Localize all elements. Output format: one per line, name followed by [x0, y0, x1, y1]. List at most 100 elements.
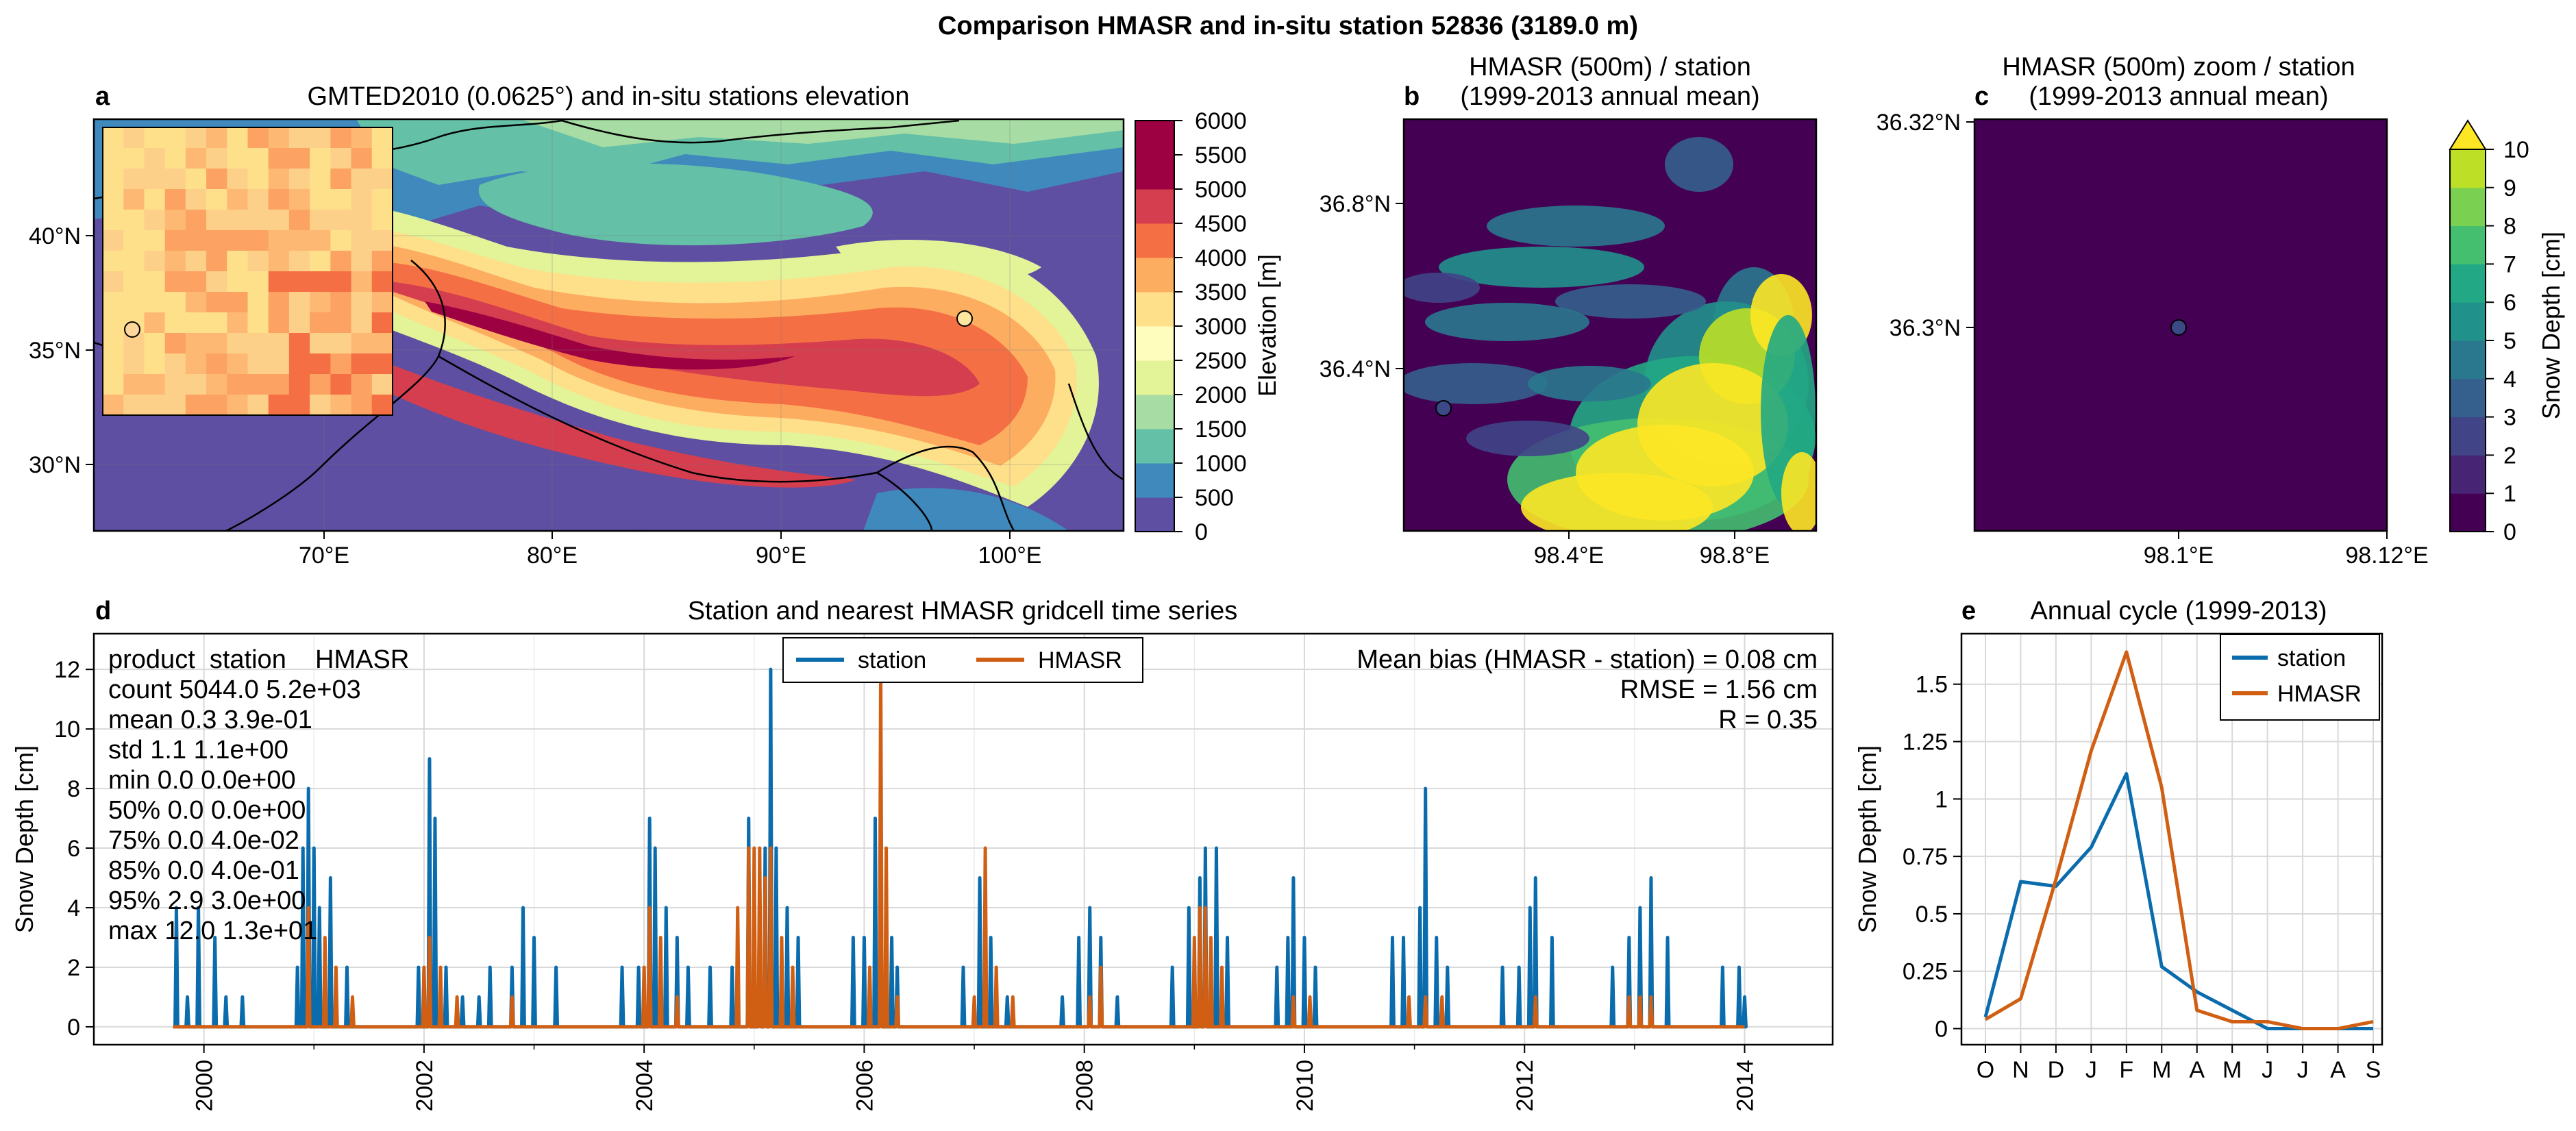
panel-c-map: c HMASR (500m) zoom / station (1999-2013…: [1877, 53, 2429, 569]
panel-b-title-line1: HMASR (500m) / station: [1469, 53, 1751, 82]
stats-row: 75% 0.0 4.0e-02: [108, 826, 299, 855]
lon-tick-label: 98.12°E: [2345, 543, 2428, 569]
lon-tick-label: 98.8°E: [1700, 543, 1770, 569]
stats-row: mean 0.3 3.9e-01: [108, 706, 312, 734]
colorbar-tick-label: 5000: [1195, 177, 1247, 203]
colorbar-tick-label: 2: [2503, 443, 2516, 469]
y-tick-label: 12: [54, 657, 80, 683]
colorbar-tick-label: 9: [2503, 175, 2516, 201]
month-tick-label: M: [2152, 1057, 2171, 1083]
month-tick-label: N: [2012, 1057, 2029, 1083]
lon-tick-label: 80°E: [527, 543, 578, 569]
y-tick-label: 6: [67, 836, 80, 862]
y-tick-label: 0.5: [1916, 902, 1948, 928]
panel-e-label: e: [1961, 597, 1976, 625]
month-tick-label: A: [2330, 1057, 2346, 1083]
station-marker-c: [2170, 319, 2187, 336]
y-tick-label: 0.75: [1903, 844, 1948, 870]
legend-hmasr-label: HMASR: [2277, 681, 2362, 707]
panel-c-title-line1: HMASR (500m) zoom / station: [2002, 53, 2355, 82]
stats-row: count 5044.0 5.2e+03: [108, 675, 361, 704]
panel-a-map: a GMTED2010 (0.0625°) and in-situ statio…: [29, 82, 1125, 569]
stats-row: min 0.0 0.0e+00: [108, 766, 296, 795]
elevation-map: [94, 119, 1124, 531]
y-tick-label: 1.25: [1903, 730, 1948, 756]
colorbar-tick-label: 0: [2503, 519, 2516, 545]
y-tick-label: 1: [1935, 786, 1948, 812]
legend-station-label: station: [2277, 645, 2346, 671]
colorbar-tick-label: 1: [2503, 481, 2516, 507]
y-tick-label: 0: [67, 1015, 80, 1041]
colorbar-tick-label: 0: [1195, 519, 1208, 545]
lat-tick-label: 40°N: [29, 223, 81, 249]
colorbar-tick-label: 500: [1195, 485, 1234, 511]
stats-row: 85% 0.0 4.0e-01: [108, 856, 299, 885]
colorbar-tick-label: 3: [2503, 405, 2516, 431]
elevation-colorbar-label: Elevation [m]: [1253, 254, 1281, 397]
x-tick-label: 2014: [1732, 1060, 1758, 1112]
lat-tick-label: 30°N: [29, 452, 81, 478]
y-tick-label: 0: [1935, 1017, 1948, 1043]
panel-a-title: GMTED2010 (0.0625°) and in-situ stations…: [307, 82, 909, 111]
stats-header: product station HMASR: [108, 645, 409, 674]
stats-row: max 12.0 1.3e+01: [108, 917, 317, 945]
x-tick-label: 2004: [632, 1060, 658, 1112]
colorbar-tick-label: 4500: [1195, 211, 1247, 237]
panel-d-timeseries: d Station and nearest HMASR gridcell tim…: [10, 597, 1834, 1112]
hmasr-annual-line: [1984, 650, 2374, 1031]
colorbar-tick-label: 2500: [1195, 348, 1247, 374]
stats-row: 95% 2.9 3.0e+00: [108, 886, 306, 915]
elevation-colorbar: 6000550050004500400035003000250020001500…: [1135, 108, 1281, 545]
lat-tick-label: 36.8°N: [1320, 191, 1391, 217]
x-tick-label: 2002: [412, 1060, 438, 1112]
rmse-text: RMSE = 1.56 cm: [1620, 675, 1818, 704]
lat-tick-label: 36.3°N: [1890, 315, 1961, 341]
panel-d-title: Station and nearest HMASR gridcell time …: [688, 597, 1238, 625]
correlation-text: R = 0.35: [1718, 706, 1818, 734]
colorbar-tick-label: 10: [2503, 137, 2529, 163]
panel-e-legend: station HMASR: [2220, 634, 2380, 721]
legend-station-label: station: [858, 647, 926, 673]
lon-tick-label: 98.1°E: [2144, 543, 2214, 569]
panel-c-title-line2: (1999-2013 annual mean): [2029, 82, 2328, 111]
stats-row: std 1.1 1.1e+00: [108, 736, 288, 765]
station-marker-b: [1435, 400, 1452, 417]
lon-tick-label: 90°E: [756, 543, 806, 569]
panel-a-label: a: [95, 82, 110, 111]
colorbar-tick-label: 3000: [1195, 314, 1247, 340]
x-tick-label: 2012: [1512, 1060, 1538, 1112]
station-marker: [956, 310, 973, 327]
stats-table: product station HMASR count 5044.0 5.2e+…: [108, 645, 409, 945]
lon-tick-label: 98.4°E: [1534, 543, 1604, 569]
colorbar-tick-label: 5500: [1195, 142, 1247, 169]
month-tick-label: M: [2222, 1057, 2242, 1083]
panel-e-ylabel: Snow Depth [cm]: [1853, 745, 1881, 933]
month-tick-label: O: [1977, 1057, 1994, 1083]
colorbar-tick-label: 5: [2503, 328, 2516, 354]
inset-map: [102, 127, 393, 416]
month-tick-label: A: [2189, 1057, 2205, 1083]
inset-station-marker: [124, 321, 140, 338]
panel-d-label: d: [95, 597, 111, 625]
colorbar-tick-label: 2000: [1195, 382, 1247, 408]
panel-d-ylabel: Snow Depth [cm]: [10, 745, 38, 933]
colorbar-tick-label: 4000: [1195, 245, 1247, 271]
mean-bias-text: Mean bias (HMASR - station) = 0.08 cm: [1357, 645, 1818, 674]
y-tick-label: 8: [67, 776, 80, 802]
y-tick-label: 0.25: [1903, 959, 1948, 985]
panel-d-legend: station HMASR: [782, 637, 1143, 683]
colorbar-tick-label: 1000: [1195, 451, 1247, 477]
stats-row: 50% 0.0 0.0e+00: [108, 796, 306, 825]
colorbar-tick-label: 4: [2503, 366, 2516, 393]
y-tick-label: 1.5: [1916, 672, 1948, 698]
lon-tick-label: 70°E: [299, 543, 349, 569]
snow-colorbar-label: Snow Depth [cm]: [2537, 232, 2565, 419]
panel-b-title-line2: (1999-2013 annual mean): [1460, 82, 1759, 111]
month-tick-label: F: [2119, 1057, 2133, 1083]
month-tick-label: J: [2297, 1057, 2309, 1083]
lat-tick-label: 36.32°N: [1877, 110, 1961, 136]
colorbar-tick-label: 7: [2503, 251, 2516, 277]
colorbar-tick-label: 1500: [1195, 417, 1247, 443]
